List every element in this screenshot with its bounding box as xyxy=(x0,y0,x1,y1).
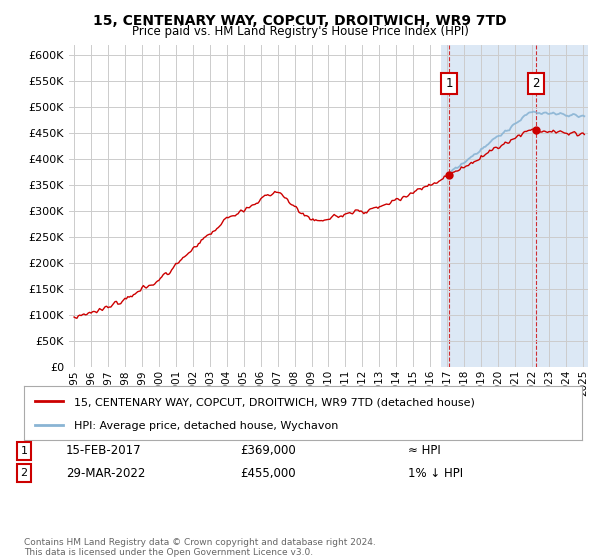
Text: 15-FEB-2017: 15-FEB-2017 xyxy=(66,444,142,458)
Text: HPI: Average price, detached house, Wychavon: HPI: Average price, detached house, Wych… xyxy=(74,421,338,431)
Text: 15, CENTENARY WAY, COPCUT, DROITWICH, WR9 7TD (detached house): 15, CENTENARY WAY, COPCUT, DROITWICH, WR… xyxy=(74,398,475,407)
Text: 1: 1 xyxy=(20,446,28,456)
Text: £369,000: £369,000 xyxy=(240,444,296,458)
Text: 15, CENTENARY WAY, COPCUT, DROITWICH, WR9 7TD: 15, CENTENARY WAY, COPCUT, DROITWICH, WR… xyxy=(93,14,507,28)
Text: Contains HM Land Registry data © Crown copyright and database right 2024.
This d: Contains HM Land Registry data © Crown c… xyxy=(24,538,376,557)
Text: 29-MAR-2022: 29-MAR-2022 xyxy=(66,466,145,480)
Text: 1: 1 xyxy=(446,77,453,90)
Text: £455,000: £455,000 xyxy=(240,466,296,480)
Bar xyxy=(441,45,592,367)
Text: 1% ↓ HPI: 1% ↓ HPI xyxy=(408,466,463,480)
Text: 2: 2 xyxy=(532,77,540,90)
Text: ≈ HPI: ≈ HPI xyxy=(408,444,441,458)
Text: Price paid vs. HM Land Registry's House Price Index (HPI): Price paid vs. HM Land Registry's House … xyxy=(131,25,469,38)
Text: 2: 2 xyxy=(20,468,28,478)
